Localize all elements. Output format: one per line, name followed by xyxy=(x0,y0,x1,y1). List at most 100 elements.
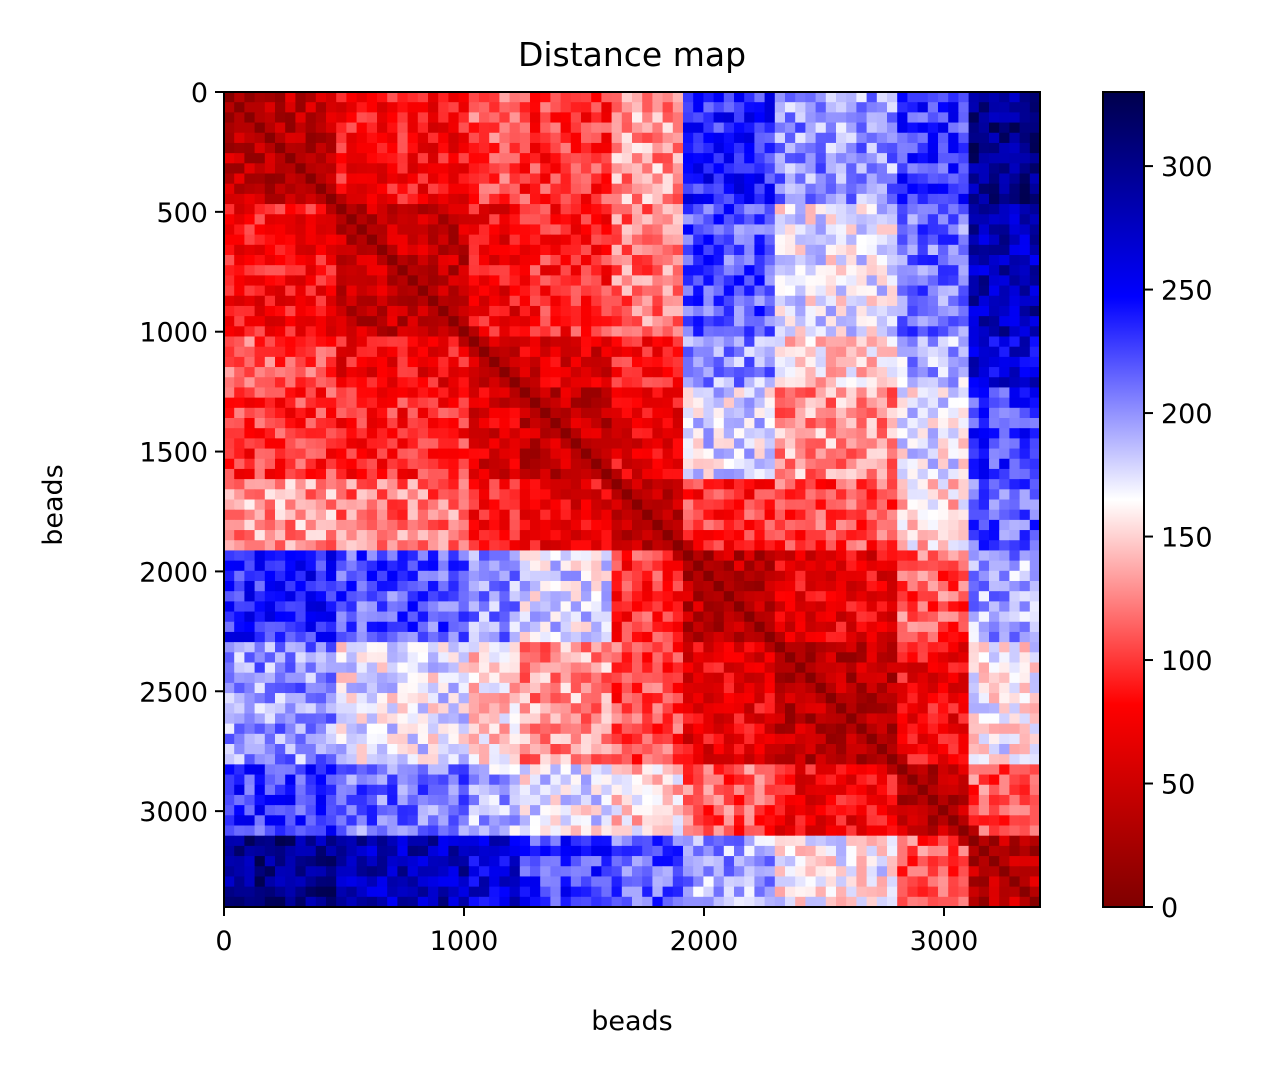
heatmap-cell xyxy=(662,489,674,501)
heatmap-cell xyxy=(326,713,337,725)
heatmap-cell xyxy=(723,173,735,185)
heatmap-cell xyxy=(795,540,806,552)
heatmap-cell xyxy=(785,479,796,490)
heatmap-cell xyxy=(407,621,419,633)
heatmap-cell xyxy=(785,112,796,124)
heatmap-cell xyxy=(764,672,776,684)
heatmap-cell xyxy=(1009,499,1021,511)
heatmap-cell xyxy=(856,132,868,144)
heatmap-cell xyxy=(754,214,766,226)
heatmap-cell xyxy=(652,204,664,215)
heatmap-cell xyxy=(346,560,358,572)
heatmap-cell xyxy=(305,336,317,348)
heatmap-cell xyxy=(754,275,766,287)
heatmap-cell xyxy=(948,642,959,653)
heatmap-cell xyxy=(836,163,847,175)
heatmap-cell xyxy=(632,356,643,368)
heatmap-cell xyxy=(989,275,1000,287)
heatmap-cell xyxy=(295,275,307,287)
heatmap-cell xyxy=(254,102,266,113)
heatmap-cell xyxy=(224,255,235,266)
heatmap-cell xyxy=(662,468,674,480)
heatmap-cell xyxy=(958,295,970,307)
heatmap-cell xyxy=(530,367,541,378)
heatmap-cell xyxy=(815,428,827,439)
heatmap-cell xyxy=(825,703,837,715)
heatmap-cell xyxy=(1009,92,1021,103)
heatmap-cell xyxy=(468,132,480,144)
heatmap-cell xyxy=(713,662,725,674)
heatmap-cell xyxy=(570,489,582,501)
heatmap-cell xyxy=(530,693,541,704)
heatmap-cell xyxy=(611,519,623,531)
heatmap-cell xyxy=(295,448,307,460)
heatmap-cell xyxy=(989,458,1000,470)
heatmap-cell xyxy=(621,499,633,511)
heatmap-cell xyxy=(968,499,980,511)
heatmap-cell xyxy=(346,265,358,276)
heatmap-cell xyxy=(285,244,296,256)
heatmap-cell xyxy=(836,285,847,297)
heatmap-cell xyxy=(468,346,480,358)
heatmap-cell xyxy=(989,153,1000,164)
heatmap-cell xyxy=(305,305,317,317)
heatmap-cell xyxy=(825,387,837,399)
heatmap-cell xyxy=(785,560,796,572)
heatmap-cell xyxy=(662,611,674,623)
heatmap-cell xyxy=(938,458,949,470)
heatmap-cell xyxy=(509,356,521,368)
heatmap-cell xyxy=(652,611,664,623)
heatmap-cell xyxy=(672,142,684,154)
heatmap-cell xyxy=(336,234,347,246)
heatmap-cell xyxy=(734,183,745,195)
heatmap-cell xyxy=(978,581,990,592)
heatmap-cell xyxy=(591,560,602,572)
heatmap-cell xyxy=(917,662,929,674)
heatmap-cell xyxy=(275,631,286,643)
heatmap-cell xyxy=(846,591,857,602)
heatmap-cell xyxy=(693,193,704,205)
heatmap-cell xyxy=(254,92,266,103)
heatmap-cell xyxy=(458,224,470,236)
heatmap-cell xyxy=(907,479,919,490)
heatmap-cell xyxy=(907,102,919,113)
heatmap-cell xyxy=(662,356,674,368)
heatmap-cell xyxy=(448,305,460,317)
heatmap-cell xyxy=(734,519,745,531)
heatmap-cell xyxy=(744,234,755,246)
heatmap-cell xyxy=(795,682,806,694)
heatmap-cell xyxy=(601,672,613,684)
heatmap-cell xyxy=(754,509,766,521)
heatmap-cell xyxy=(764,418,776,429)
heatmap-cell xyxy=(254,367,266,378)
heatmap-cell xyxy=(805,275,817,287)
heatmap-cell xyxy=(336,713,347,725)
heatmap-cell xyxy=(1029,438,1040,450)
heatmap-cell xyxy=(264,132,276,144)
heatmap-cell xyxy=(540,682,551,694)
heatmap-cell xyxy=(948,142,959,154)
heatmap-cell xyxy=(734,672,745,684)
heatmap-cell xyxy=(876,316,888,327)
heatmap-cell xyxy=(499,621,511,633)
heatmap-cell xyxy=(356,224,368,236)
heatmap-cell xyxy=(428,285,439,297)
heatmap-cell xyxy=(540,550,551,562)
heatmap-cell xyxy=(234,193,245,205)
heatmap-cell xyxy=(519,102,531,113)
heatmap-cell xyxy=(642,642,653,653)
heatmap-cell xyxy=(999,489,1010,501)
heatmap-cell xyxy=(356,346,368,358)
heatmap-cell xyxy=(489,581,500,592)
heatmap-cell xyxy=(244,173,256,185)
heatmap-cell xyxy=(356,519,368,531)
heatmap-cell xyxy=(744,275,755,287)
heatmap-cell xyxy=(530,713,541,725)
heatmap-cell xyxy=(999,662,1010,674)
heatmap-cell xyxy=(326,611,337,623)
heatmap-cell xyxy=(377,652,388,664)
heatmap-cell xyxy=(530,519,541,531)
heatmap-cell xyxy=(774,336,786,348)
heatmap-cell xyxy=(887,224,898,236)
heatmap-cell xyxy=(570,581,582,592)
